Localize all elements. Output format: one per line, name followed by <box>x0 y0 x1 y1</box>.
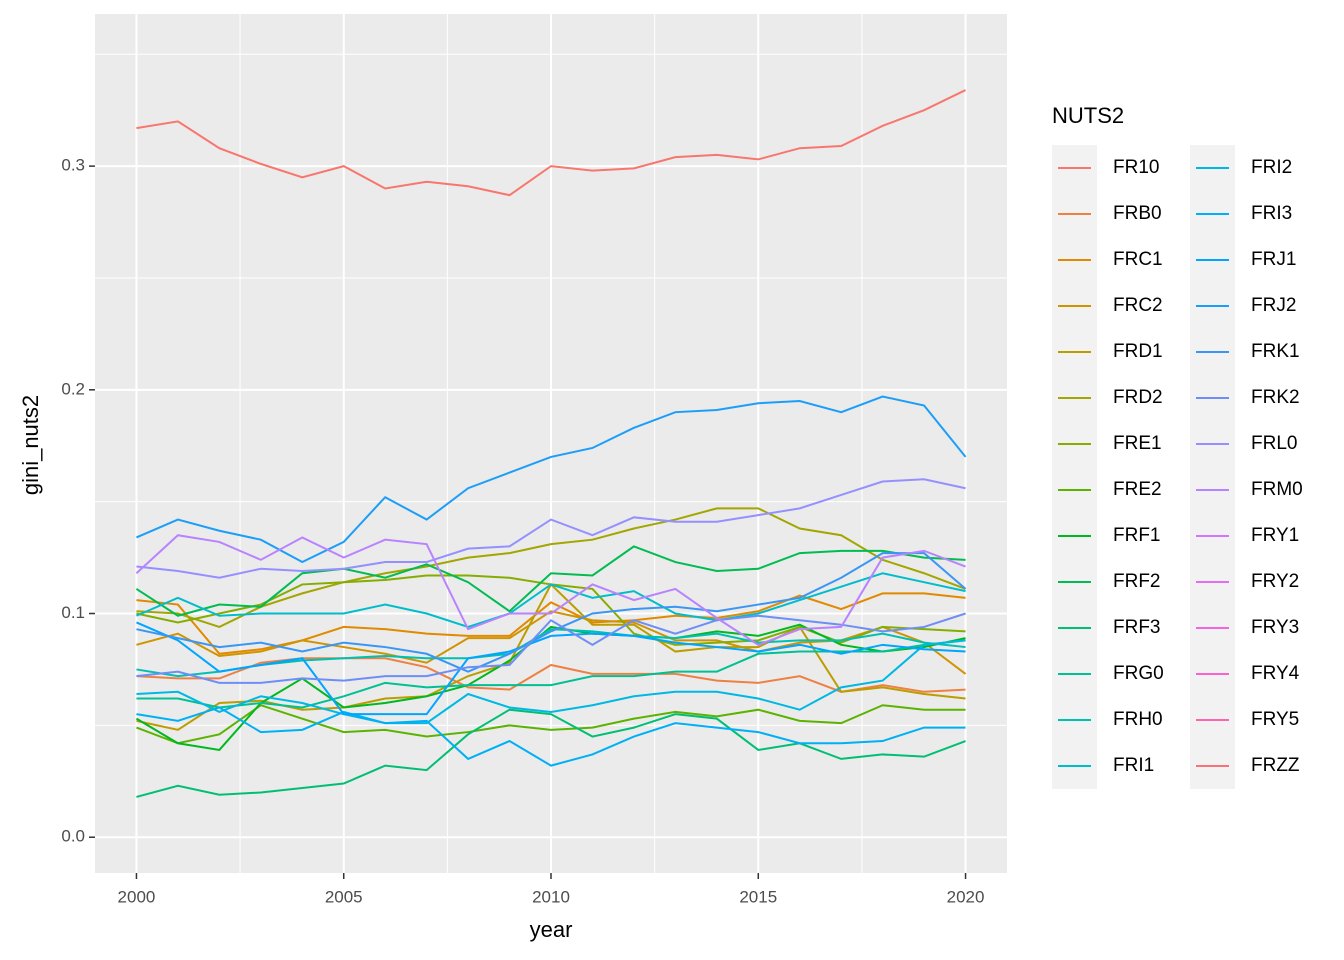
line <box>136 639 966 725</box>
legend-label: FRJ1 <box>1251 249 1296 270</box>
x-tick-label: 2000 <box>118 887 156 906</box>
line <box>135 623 966 752</box>
line <box>136 572 966 628</box>
line <box>136 621 966 716</box>
legend-label: FRY2 <box>1251 571 1299 592</box>
x-tick-label: 2010 <box>532 887 570 906</box>
line <box>136 552 967 673</box>
y-axis-title: gini_nuts2 <box>18 395 43 495</box>
x-axis-title: year <box>530 917 573 942</box>
line <box>136 395 967 564</box>
y-tick-label: 0.0 <box>61 827 85 846</box>
line <box>136 612 966 684</box>
line <box>135 534 966 646</box>
legend-label: FRY4 <box>1251 663 1300 684</box>
line <box>136 704 966 745</box>
y-tick-label: 0.3 <box>61 156 85 175</box>
line <box>136 706 966 767</box>
legend-label: FRF2 <box>1113 571 1161 592</box>
x-tick-label: 2020 <box>947 887 985 906</box>
legend-label: FRI2 <box>1251 157 1292 178</box>
legend-label: FRI3 <box>1251 203 1292 224</box>
x-tick-label: 2005 <box>325 887 363 906</box>
legend-label: FRJ2 <box>1251 295 1296 316</box>
legend-label: FRZZ <box>1251 755 1300 776</box>
legend-label: FRB0 <box>1113 203 1162 224</box>
legend-label: FRY3 <box>1251 617 1299 638</box>
legend-label: FR10 <box>1113 157 1159 178</box>
legend-title: NUTS2 <box>1052 103 1124 128</box>
line <box>136 507 966 629</box>
line <box>136 478 966 579</box>
legend-label: FRD2 <box>1113 387 1163 408</box>
legend-label: FRY5 <box>1251 709 1299 730</box>
legend-label: FRD1 <box>1113 341 1163 362</box>
legend-label: FRF3 <box>1113 617 1161 638</box>
line <box>136 657 966 693</box>
legend-label: FRG0 <box>1113 663 1164 684</box>
legend-label: FRE1 <box>1113 433 1162 454</box>
legend-key-bg <box>1190 145 1235 789</box>
legend-label: FRM0 <box>1251 479 1303 500</box>
line <box>136 89 966 197</box>
legend-label: FRE2 <box>1113 479 1162 500</box>
line <box>135 545 966 617</box>
legend-label: FRK2 <box>1251 387 1300 408</box>
legend-label: FRK1 <box>1251 341 1300 362</box>
legend-label: FRF1 <box>1113 525 1161 546</box>
x-tick-label: 2015 <box>739 887 777 906</box>
line <box>136 708 966 798</box>
legend-key-bg <box>1052 145 1097 789</box>
legend-label: FRC1 <box>1113 249 1163 270</box>
y-tick-label: 0.1 <box>61 603 85 622</box>
legend-label: FRH0 <box>1113 709 1163 730</box>
legend-label: FRC2 <box>1113 295 1163 316</box>
legend-label: FRY1 <box>1251 525 1299 546</box>
legend-label: FRL0 <box>1251 433 1297 454</box>
y-tick-label: 0.2 <box>61 379 85 398</box>
legend-label: FRI1 <box>1113 755 1154 776</box>
